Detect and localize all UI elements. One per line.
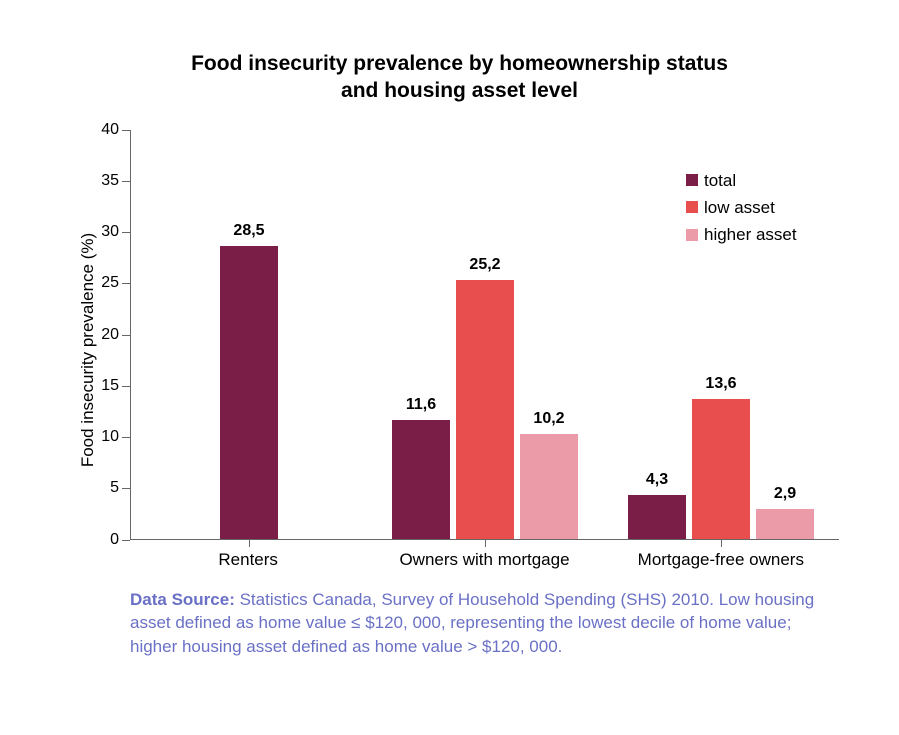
bar-low: 13,6 — [692, 399, 750, 538]
y-tick — [122, 232, 130, 233]
bar-total: 28,5 — [220, 246, 278, 538]
bar-total: 4,3 — [628, 495, 686, 539]
y-tick-label: 30 — [91, 223, 119, 241]
bar-group: 28,5 — [131, 130, 367, 539]
x-axis-label: Renters — [130, 550, 366, 570]
y-tick — [122, 386, 130, 387]
y-tick-label: 15 — [91, 377, 119, 395]
chart-area: Food insecurity prevalence (%) totallow … — [130, 130, 839, 570]
x-tick — [721, 540, 722, 547]
bar-value-label: 10,2 — [533, 410, 564, 428]
y-tick-label: 35 — [91, 172, 119, 190]
y-tick — [122, 437, 130, 438]
y-tick-label: 5 — [91, 479, 119, 497]
bar-value-label: 13,6 — [705, 375, 736, 393]
bar-higher: 2,9 — [756, 509, 814, 539]
chart-container: Food insecurity prevalence by homeowners… — [0, 0, 899, 735]
x-axis-labels: RentersOwners with mortgageMortgage-free… — [130, 550, 839, 570]
source-note: Data Source: Statistics Canada, Survey o… — [130, 588, 819, 659]
bar-group: 11,625,210,2 — [367, 130, 603, 539]
plot-area: totallow assethigher asset 28,511,625,21… — [130, 130, 839, 540]
bar-value-label: 28,5 — [233, 222, 264, 240]
x-axis-label: Owners with mortgage — [366, 550, 602, 570]
chart-title: Food insecurity prevalence by homeowners… — [80, 50, 839, 105]
x-tick — [485, 540, 486, 547]
y-tick — [122, 540, 130, 541]
bar-value-label: 11,6 — [406, 396, 436, 414]
bar-value-label: 25,2 — [469, 256, 500, 274]
y-tick-label: 20 — [91, 326, 119, 344]
title-line-1: Food insecurity prevalence by homeowners… — [191, 52, 728, 75]
bars-row: 28,511,625,210,24,313,62,9 — [131, 130, 839, 539]
bar-value-label: 2,9 — [774, 485, 796, 503]
bar-value-label: 4,3 — [646, 471, 668, 489]
bar-group: 4,313,62,9 — [603, 130, 839, 539]
source-label: Data Source: — [130, 590, 235, 609]
bar-higher: 10,2 — [520, 434, 578, 539]
y-tick — [122, 181, 130, 182]
bar-total: 11,6 — [392, 420, 450, 539]
y-tick — [122, 283, 130, 284]
y-tick-label: 40 — [91, 121, 119, 139]
y-tick-label: 25 — [91, 274, 119, 292]
y-tick — [122, 488, 130, 489]
x-tick — [249, 540, 250, 547]
y-tick — [122, 335, 130, 336]
y-tick-label: 0 — [91, 531, 119, 549]
title-line-2: and housing asset level — [341, 79, 578, 102]
x-axis-label: Mortgage-free owners — [603, 550, 839, 570]
bar-low: 25,2 — [456, 280, 514, 538]
y-tick — [122, 130, 130, 131]
y-tick-label: 10 — [91, 428, 119, 446]
